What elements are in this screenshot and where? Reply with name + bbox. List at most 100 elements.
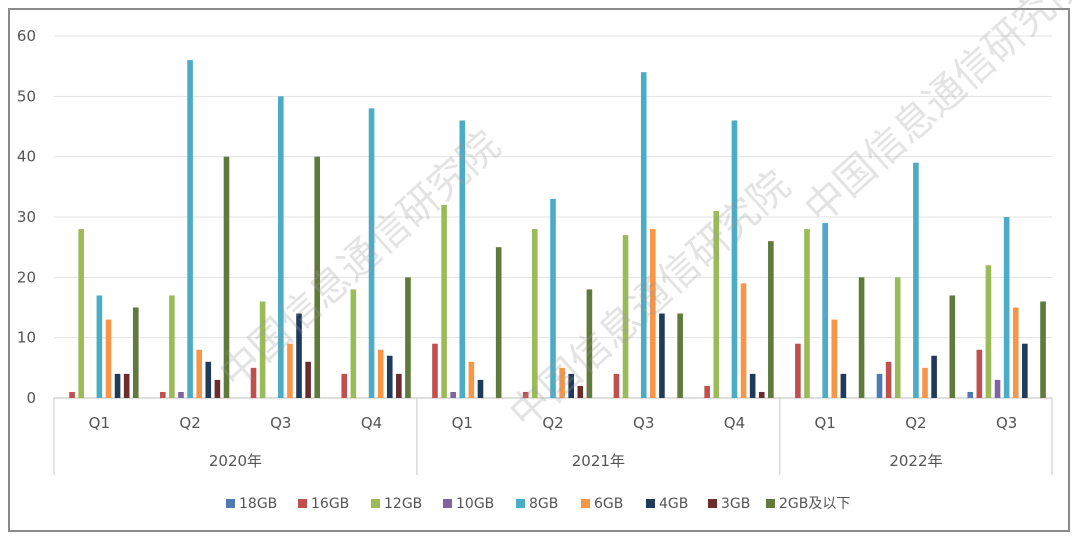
bar (622, 235, 629, 398)
legend-swatch (371, 499, 380, 508)
legend-label: 10GB (456, 496, 494, 512)
bar (577, 385, 584, 398)
bar (876, 373, 883, 398)
y-tick-label: 20 (17, 268, 36, 286)
y-tick-label: 60 (17, 27, 36, 45)
bar (123, 373, 130, 398)
bar (650, 229, 656, 398)
bar (559, 367, 565, 398)
bar (78, 229, 84, 398)
bar (922, 367, 928, 398)
x-tick-label: Q3 (270, 414, 291, 432)
bar (214, 379, 221, 398)
bar (885, 361, 892, 398)
chart-frame (8, 8, 1070, 532)
x-tick-label: Q4 (724, 414, 745, 432)
bar (640, 72, 647, 398)
gridlines (54, 35, 1052, 399)
legend-label: 8GB (529, 496, 558, 512)
bar (259, 301, 266, 398)
legend-label: 4GB (659, 496, 688, 512)
bar (287, 343, 293, 398)
bar (659, 313, 665, 398)
bar (132, 307, 139, 398)
legend-label: 2GB及以下 (779, 496, 850, 512)
bar (740, 283, 747, 398)
bar (1022, 343, 1028, 398)
group-label: 2022年 (889, 452, 942, 470)
bar (386, 355, 393, 398)
legend-swatch (708, 499, 717, 508)
bar (1003, 217, 1010, 398)
bar (105, 319, 112, 398)
legend-label: 3GB (721, 496, 750, 512)
bar (831, 319, 838, 398)
bar (713, 210, 720, 398)
x-tick-label: Q3 (633, 414, 654, 432)
bar (795, 343, 801, 398)
x-axis: Q1 Q2 Q3 Q4 Q1 Q2 Q3 Q4 Q1 Q2 Q3 2020年 2021年 2022年 (53, 398, 1053, 475)
bar (985, 265, 992, 398)
bar (405, 277, 411, 398)
bar (296, 313, 302, 398)
group-label: 2020年 (209, 452, 262, 470)
bar (250, 367, 257, 398)
bar (677, 313, 683, 398)
bar (976, 349, 983, 398)
bar (187, 60, 193, 399)
x-tick-label: Q1 (815, 414, 836, 432)
bar (758, 391, 765, 398)
bar (822, 223, 828, 398)
bar (477, 379, 484, 398)
bar (768, 241, 774, 398)
bar (205, 361, 212, 398)
x-tick-label: Q2 (905, 414, 926, 432)
bar (441, 204, 447, 398)
y-tick-label: 40 (17, 148, 36, 166)
bar (913, 162, 919, 398)
x-tick-label: Q3 (996, 414, 1017, 432)
bar (749, 373, 756, 398)
bar (350, 289, 357, 398)
legend-swatch (226, 499, 235, 508)
bar (341, 373, 348, 398)
bar (522, 391, 529, 398)
bar (459, 120, 466, 398)
x-tick-label: Q2 (179, 414, 200, 432)
legend-swatch (443, 499, 452, 508)
bar (495, 247, 502, 398)
legend-swatch (646, 499, 655, 508)
bar (278, 96, 284, 398)
bar (305, 361, 311, 398)
legend-label: 6GB (594, 496, 623, 512)
bar (532, 229, 538, 398)
bar (114, 373, 121, 398)
bar (931, 355, 937, 398)
bar (550, 198, 556, 398)
legend-label: 16GB (311, 496, 349, 512)
x-tick-label: Q4 (361, 414, 382, 432)
bar (804, 229, 810, 398)
y-axis: 0 10 20 30 40 50 60 (17, 27, 36, 407)
x-tick-label: Q1 (452, 414, 473, 432)
bar (949, 295, 956, 398)
bar (1040, 301, 1046, 398)
legend-swatch (581, 499, 590, 508)
bar (223, 156, 230, 398)
bar (894, 277, 901, 398)
bar (568, 373, 574, 398)
y-tick-label: 10 (17, 329, 36, 347)
group-label: 2021年 (572, 452, 625, 470)
legend: 18GB 16GB 12GB 10GB 8GB 6GB 4GB 3GB 2GB及以下 (226, 496, 850, 512)
x-tick-label: Q2 (542, 414, 563, 432)
y-tick-label: 50 (17, 87, 36, 105)
legend-swatch (298, 499, 307, 508)
bar (994, 379, 1001, 398)
y-tick-label: 0 (26, 389, 36, 407)
legend-label: 12GB (384, 496, 422, 512)
bar (69, 391, 75, 398)
bar (432, 343, 438, 398)
bar (368, 108, 375, 399)
bar (731, 120, 738, 398)
